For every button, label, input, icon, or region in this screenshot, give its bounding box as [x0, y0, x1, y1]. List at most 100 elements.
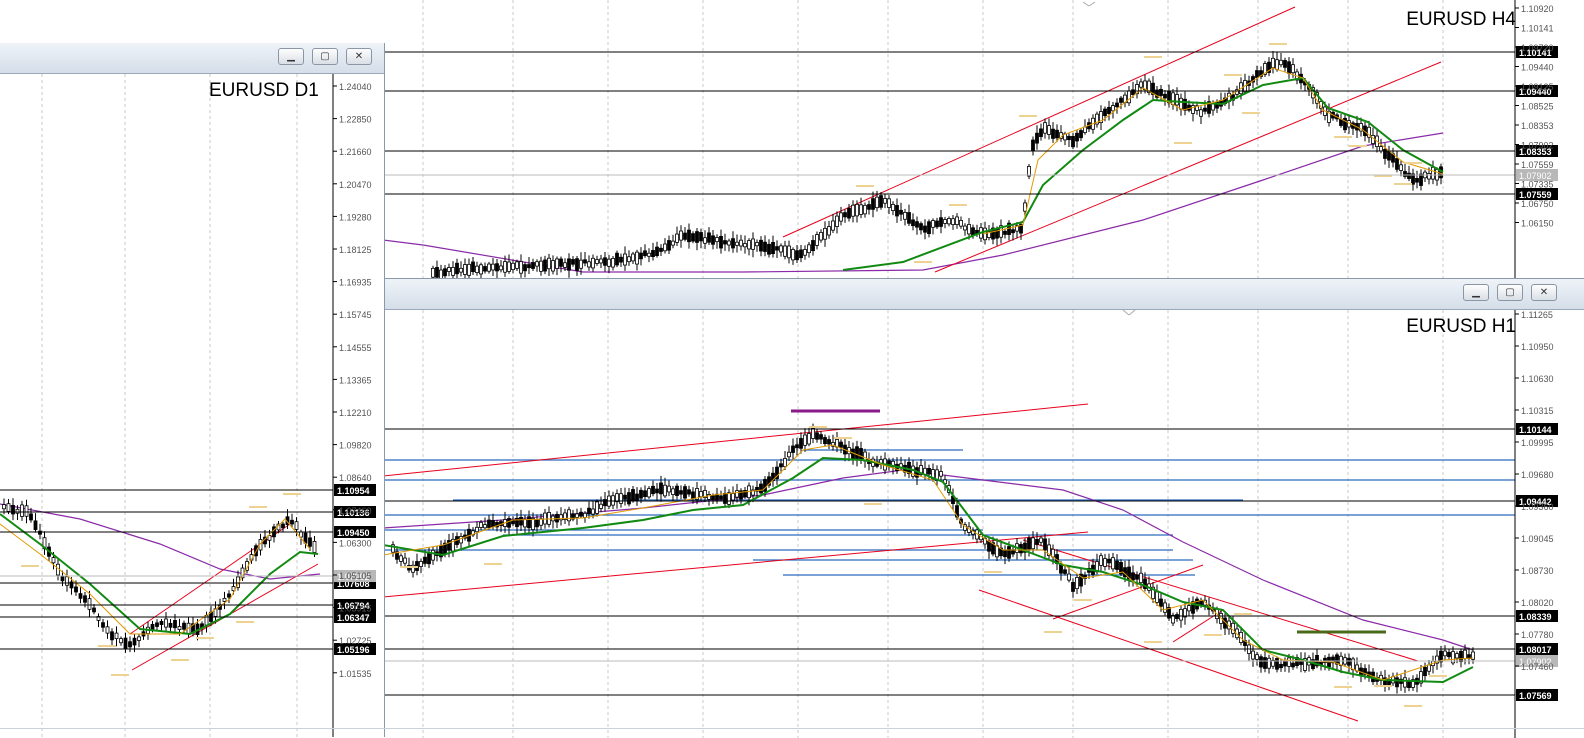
- h1-candle: [827, 439, 831, 445]
- d1-maximize-button[interactable]: ▢: [312, 48, 338, 65]
- h1-price-label: 1.09360: [1521, 502, 1554, 512]
- h1-maximize-button[interactable]: ▢: [1497, 284, 1523, 301]
- h4-chart-plot[interactable]: 1.101411.094401.083531.075591.079021.109…: [383, 0, 1584, 278]
- h4-chart-window[interactable]: 1.10141 1.09440 1.08353 1.07559 1.07902 1.109…: [383, 0, 1584, 278]
- h1-candle: [1459, 650, 1463, 663]
- h1-candle: [1143, 578, 1147, 589]
- h4-candle: [631, 253, 635, 262]
- h4-candle: [1411, 173, 1415, 185]
- h4-candle: [807, 244, 811, 254]
- d1-ma-fast: [0, 518, 311, 635]
- h1-candle: [995, 545, 999, 558]
- h4-candle: [1187, 104, 1191, 111]
- h1-candle: [855, 446, 859, 459]
- d1-candle: [87, 598, 92, 610]
- h4-candle: [951, 218, 955, 225]
- h4-candle: [875, 196, 879, 209]
- h4-candle: [647, 252, 651, 257]
- h4-candle: [935, 220, 939, 228]
- h4-candle: [755, 242, 759, 247]
- h1-candle: [647, 488, 651, 498]
- h4-candle: [939, 217, 943, 227]
- h1-ma-long: [383, 469, 1474, 651]
- d1-level-tag: [334, 611, 376, 623]
- h4-level-tag: [1516, 46, 1558, 58]
- h1-candle: [1047, 544, 1051, 556]
- d1-chart-plot[interactable]: 1.10954 1.10136 1.09450 1.07608 1.06794 1.063…: [0, 74, 384, 737]
- h4-candle: [643, 250, 647, 257]
- h4-candle: [859, 204, 863, 215]
- h1-candle: [1291, 662, 1295, 668]
- h4-candle: [1343, 117, 1347, 131]
- h4-candle: [1403, 171, 1407, 177]
- d1-price-label: 1.15745: [339, 310, 372, 320]
- h1-candle: [999, 547, 1003, 557]
- d1-candle: [137, 636, 141, 641]
- h4-candle: [671, 240, 675, 246]
- h4-candle: [783, 245, 787, 257]
- h4-candle: [1267, 61, 1271, 73]
- d1-title-bar[interactable]: ▁ ▢ ✕: [0, 43, 384, 74]
- h1-candle: [1363, 668, 1367, 675]
- d1-candle: [92, 607, 96, 613]
- h1-candle: [599, 503, 603, 509]
- h4-candle: [1263, 63, 1267, 75]
- d1-chart-window[interactable]: ▁ ▢ ✕ 1.10954 1.10136 1.09450 1.07608 1.0679…: [0, 43, 385, 737]
- d1-level-tag: [334, 643, 376, 655]
- h4-candle: [1339, 118, 1343, 126]
- h4-candle: [767, 243, 771, 255]
- h4-candle: [823, 227, 827, 240]
- h4-candle: [1279, 59, 1283, 66]
- h4-candle: [895, 205, 899, 217]
- h4-candle: [1383, 149, 1387, 159]
- h4-candle: [839, 212, 843, 222]
- d1-candle: [69, 581, 74, 589]
- h1-candle: [531, 517, 535, 530]
- h1-candle: [779, 463, 783, 468]
- h4-candle: [1327, 110, 1331, 123]
- h4-candle: [495, 263, 499, 272]
- h1-candle: [1131, 572, 1135, 581]
- h4-candle: [443, 268, 447, 277]
- h4-candle: [1111, 105, 1115, 112]
- h4-candle: [927, 221, 931, 235]
- h1-candle: [571, 513, 575, 520]
- d1-candle: [155, 622, 159, 627]
- h1-candle: [1075, 577, 1079, 590]
- h4-candle: [1083, 126, 1087, 133]
- h1-candle: [1455, 653, 1459, 659]
- h4-candle: [1183, 98, 1187, 111]
- h4-shift-marker: [1088, 1, 1096, 7]
- h1-candle: [783, 458, 787, 468]
- h1-candle: [1119, 562, 1123, 575]
- d1-level-label: 1.10136: [337, 508, 370, 518]
- h1-candle: [1171, 614, 1175, 624]
- h4-candle: [623, 253, 627, 266]
- h1-chart-plot[interactable]: 1.10144 1.09442 1.08339 1.08017 1.07569 1.079…: [383, 310, 1584, 738]
- d1-level-tag: [334, 526, 376, 538]
- d1-candle: [38, 530, 42, 535]
- d1-minimize-button[interactable]: ▁: [278, 48, 304, 65]
- h1-candle: [1463, 649, 1467, 660]
- h1-candle: [1107, 558, 1111, 564]
- h4-candle: [1387, 150, 1391, 161]
- h4-candle: [699, 232, 703, 242]
- h1-minimize-button[interactable]: ▁: [1463, 284, 1489, 301]
- h4-candle: [695, 231, 699, 243]
- h1-candle: [547, 512, 551, 525]
- d1-chart-title: EURUSD D1: [209, 80, 319, 101]
- h4-candle: [547, 257, 551, 270]
- h4-candle: [963, 225, 967, 231]
- d1-close-button[interactable]: ✕: [346, 48, 372, 65]
- h1-candle: [1071, 582, 1075, 592]
- h1-close-button[interactable]: ✕: [1531, 284, 1557, 301]
- h1-candle: [471, 530, 475, 536]
- h4-candle: [991, 227, 995, 240]
- h1-ma-fast: [383, 444, 1474, 681]
- h1-title-bar[interactable]: ▁ ▢ ✕: [383, 279, 1584, 310]
- h4-candle: [555, 258, 559, 269]
- h1-chart-window[interactable]: ▁ ▢ ✕ 1.10144 1.09442 1.08339 1.08017 1.0756…: [383, 278, 1584, 738]
- h1-candle: [727, 492, 731, 505]
- h1-candle: [1411, 679, 1415, 688]
- h1-candle: [563, 512, 567, 520]
